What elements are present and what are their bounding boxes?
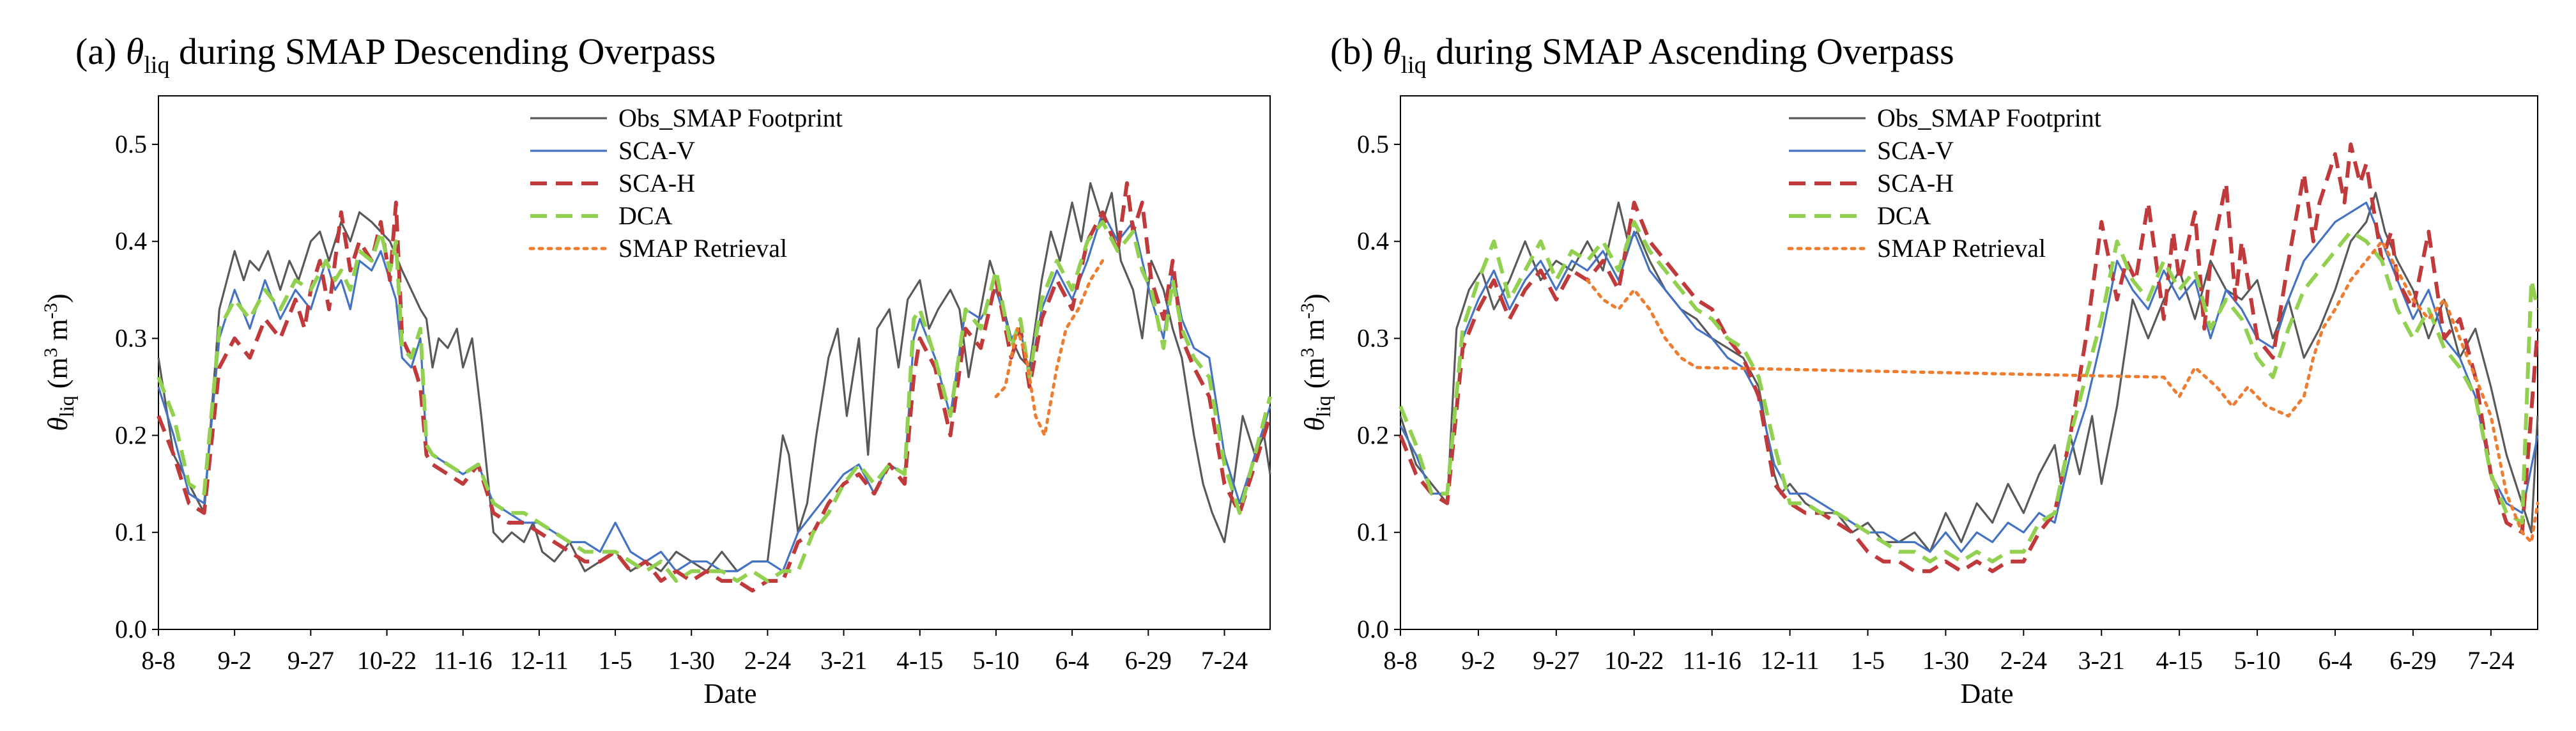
legend-label: DCA [1877, 201, 1931, 230]
legend-label: SCA-V [618, 136, 695, 165]
y-tick-label: 0.1 [1357, 518, 1389, 546]
y-tick-label: 0.4 [115, 227, 147, 256]
x-axis-label: Date [1960, 678, 2013, 709]
y-tick-label: 0.1 [115, 518, 147, 546]
y-ticks: 0.0 0.1 0.2 0.3 0.4 0.5 [1357, 130, 1400, 643]
x-tick-label: 6-4 [2318, 646, 2352, 675]
x-tick-label: 7-24 [1201, 646, 1248, 675]
series-line-dca [1399, 220, 2540, 564]
y-tick-label: 0.3 [1357, 324, 1389, 353]
legend-label: SCA-H [618, 169, 695, 197]
panel-descending: (a) θliq during SMAP Descending Overpass… [40, 31, 1272, 709]
legend: Obs_SMAP Footprint SCA-V SCA-H DCA SMAP Retr… [528, 104, 843, 263]
x-axis-label: Date [703, 678, 756, 709]
panel-title: (a) θliq during SMAP Descending Overpass [75, 31, 716, 79]
y-axis-label: θliq (m3 m-3) [1297, 293, 1335, 431]
x-tick-label: 10-22 [1604, 646, 1664, 675]
x-tick-label: 7-24 [2467, 646, 2514, 675]
x-tick-label: 11-16 [1683, 646, 1742, 675]
x-tick-label: 2-24 [744, 646, 791, 675]
legend: Obs_SMAP Footprint SCA-V SCA-H DCA SMAP Retr… [1787, 104, 2101, 263]
x-tick-label: 1-5 [1851, 646, 1885, 675]
y-tick-label: 0.5 [1357, 130, 1389, 158]
legend-label: SMAP Retrieval [618, 234, 787, 263]
x-tick-label: 9-27 [288, 646, 334, 675]
x-tick-label: 1-30 [1922, 646, 1969, 675]
legend-label: SCA-V [1877, 136, 1954, 165]
x-tick-label: 9-2 [1461, 646, 1495, 675]
y-ticks: 0.0 0.1 0.2 0.3 0.4 0.5 [115, 130, 158, 643]
series-group [157, 181, 1272, 593]
legend-label: DCA [618, 201, 673, 230]
y-tick-label: 0.4 [1357, 227, 1389, 256]
y-tick-label: 0.0 [115, 615, 147, 643]
x-ticks: 8-8 9-2 9-27 10-22 11-16 12-11 1-5 1-30 2-24 3-21… [141, 629, 1248, 675]
series-line-sca-v [157, 211, 1271, 573]
x-tick-label: 8-8 [141, 646, 175, 675]
series-line-smap-retrieval [1586, 240, 2540, 544]
x-tick-label: 6-29 [2389, 646, 2436, 675]
panel-title: (b) θliq during SMAP Ascending Overpass [1330, 31, 1954, 79]
x-tick-label: 12-11 [510, 646, 569, 675]
y-tick-label: 0.2 [1357, 420, 1389, 449]
x-tick-label: 4-15 [2156, 646, 2203, 675]
y-axis-label: θliq (m3 m-3) [40, 293, 78, 431]
x-tick-label: 3-21 [820, 646, 867, 675]
plot-area [1400, 95, 2538, 630]
y-tick-label: 0.5 [115, 130, 147, 158]
legend-label: Obs_SMAP Footprint [618, 104, 843, 132]
y-tick-label: 0.3 [115, 324, 147, 353]
x-tick-label: 1-5 [598, 646, 632, 675]
y-tick-label: 0.2 [115, 420, 147, 449]
x-tick-label: 10-22 [357, 646, 417, 675]
series-line-sca-h [1399, 142, 2540, 573]
x-tick-label: 12-11 [1761, 646, 1820, 675]
x-ticks: 8-8 9-2 9-27 10-22 11-16 12-11 1-5 1-30 2-24 3-21… [1383, 629, 2515, 675]
series-line-dca [157, 220, 1272, 583]
x-tick-label: 6-4 [1055, 646, 1089, 675]
legend-label: SMAP Retrieval [1877, 234, 2046, 263]
x-tick-label: 6-29 [1125, 646, 1172, 675]
legend-label: SCA-H [1877, 169, 1954, 197]
series-line-sca-h [157, 181, 1272, 593]
panel-ascending: (b) θliq during SMAP Ascending Overpass … [1297, 31, 2540, 709]
x-tick-label: 4-15 [896, 646, 943, 675]
x-tick-label: 3-21 [2078, 646, 2125, 675]
x-tick-label: 9-2 [218, 646, 252, 675]
plot-area [158, 95, 1271, 630]
series-line-obs-smap-footprint [1399, 192, 2539, 553]
x-tick-label: 1-30 [668, 646, 715, 675]
x-tick-label: 9-27 [1533, 646, 1579, 675]
series-line-sca-v [1399, 201, 2539, 553]
y-tick-label: 0.0 [1357, 615, 1389, 643]
series-line-smap-retrieval [994, 259, 1105, 437]
series-group [1399, 142, 2540, 573]
x-tick-label: 5-10 [2234, 646, 2280, 675]
x-tick-label: 8-8 [1383, 646, 1417, 675]
x-tick-label: 5-10 [972, 646, 1019, 675]
legend-label: Obs_SMAP Footprint [1877, 104, 2101, 132]
x-tick-label: 11-16 [434, 646, 493, 675]
x-tick-label: 2-24 [2000, 646, 2047, 675]
